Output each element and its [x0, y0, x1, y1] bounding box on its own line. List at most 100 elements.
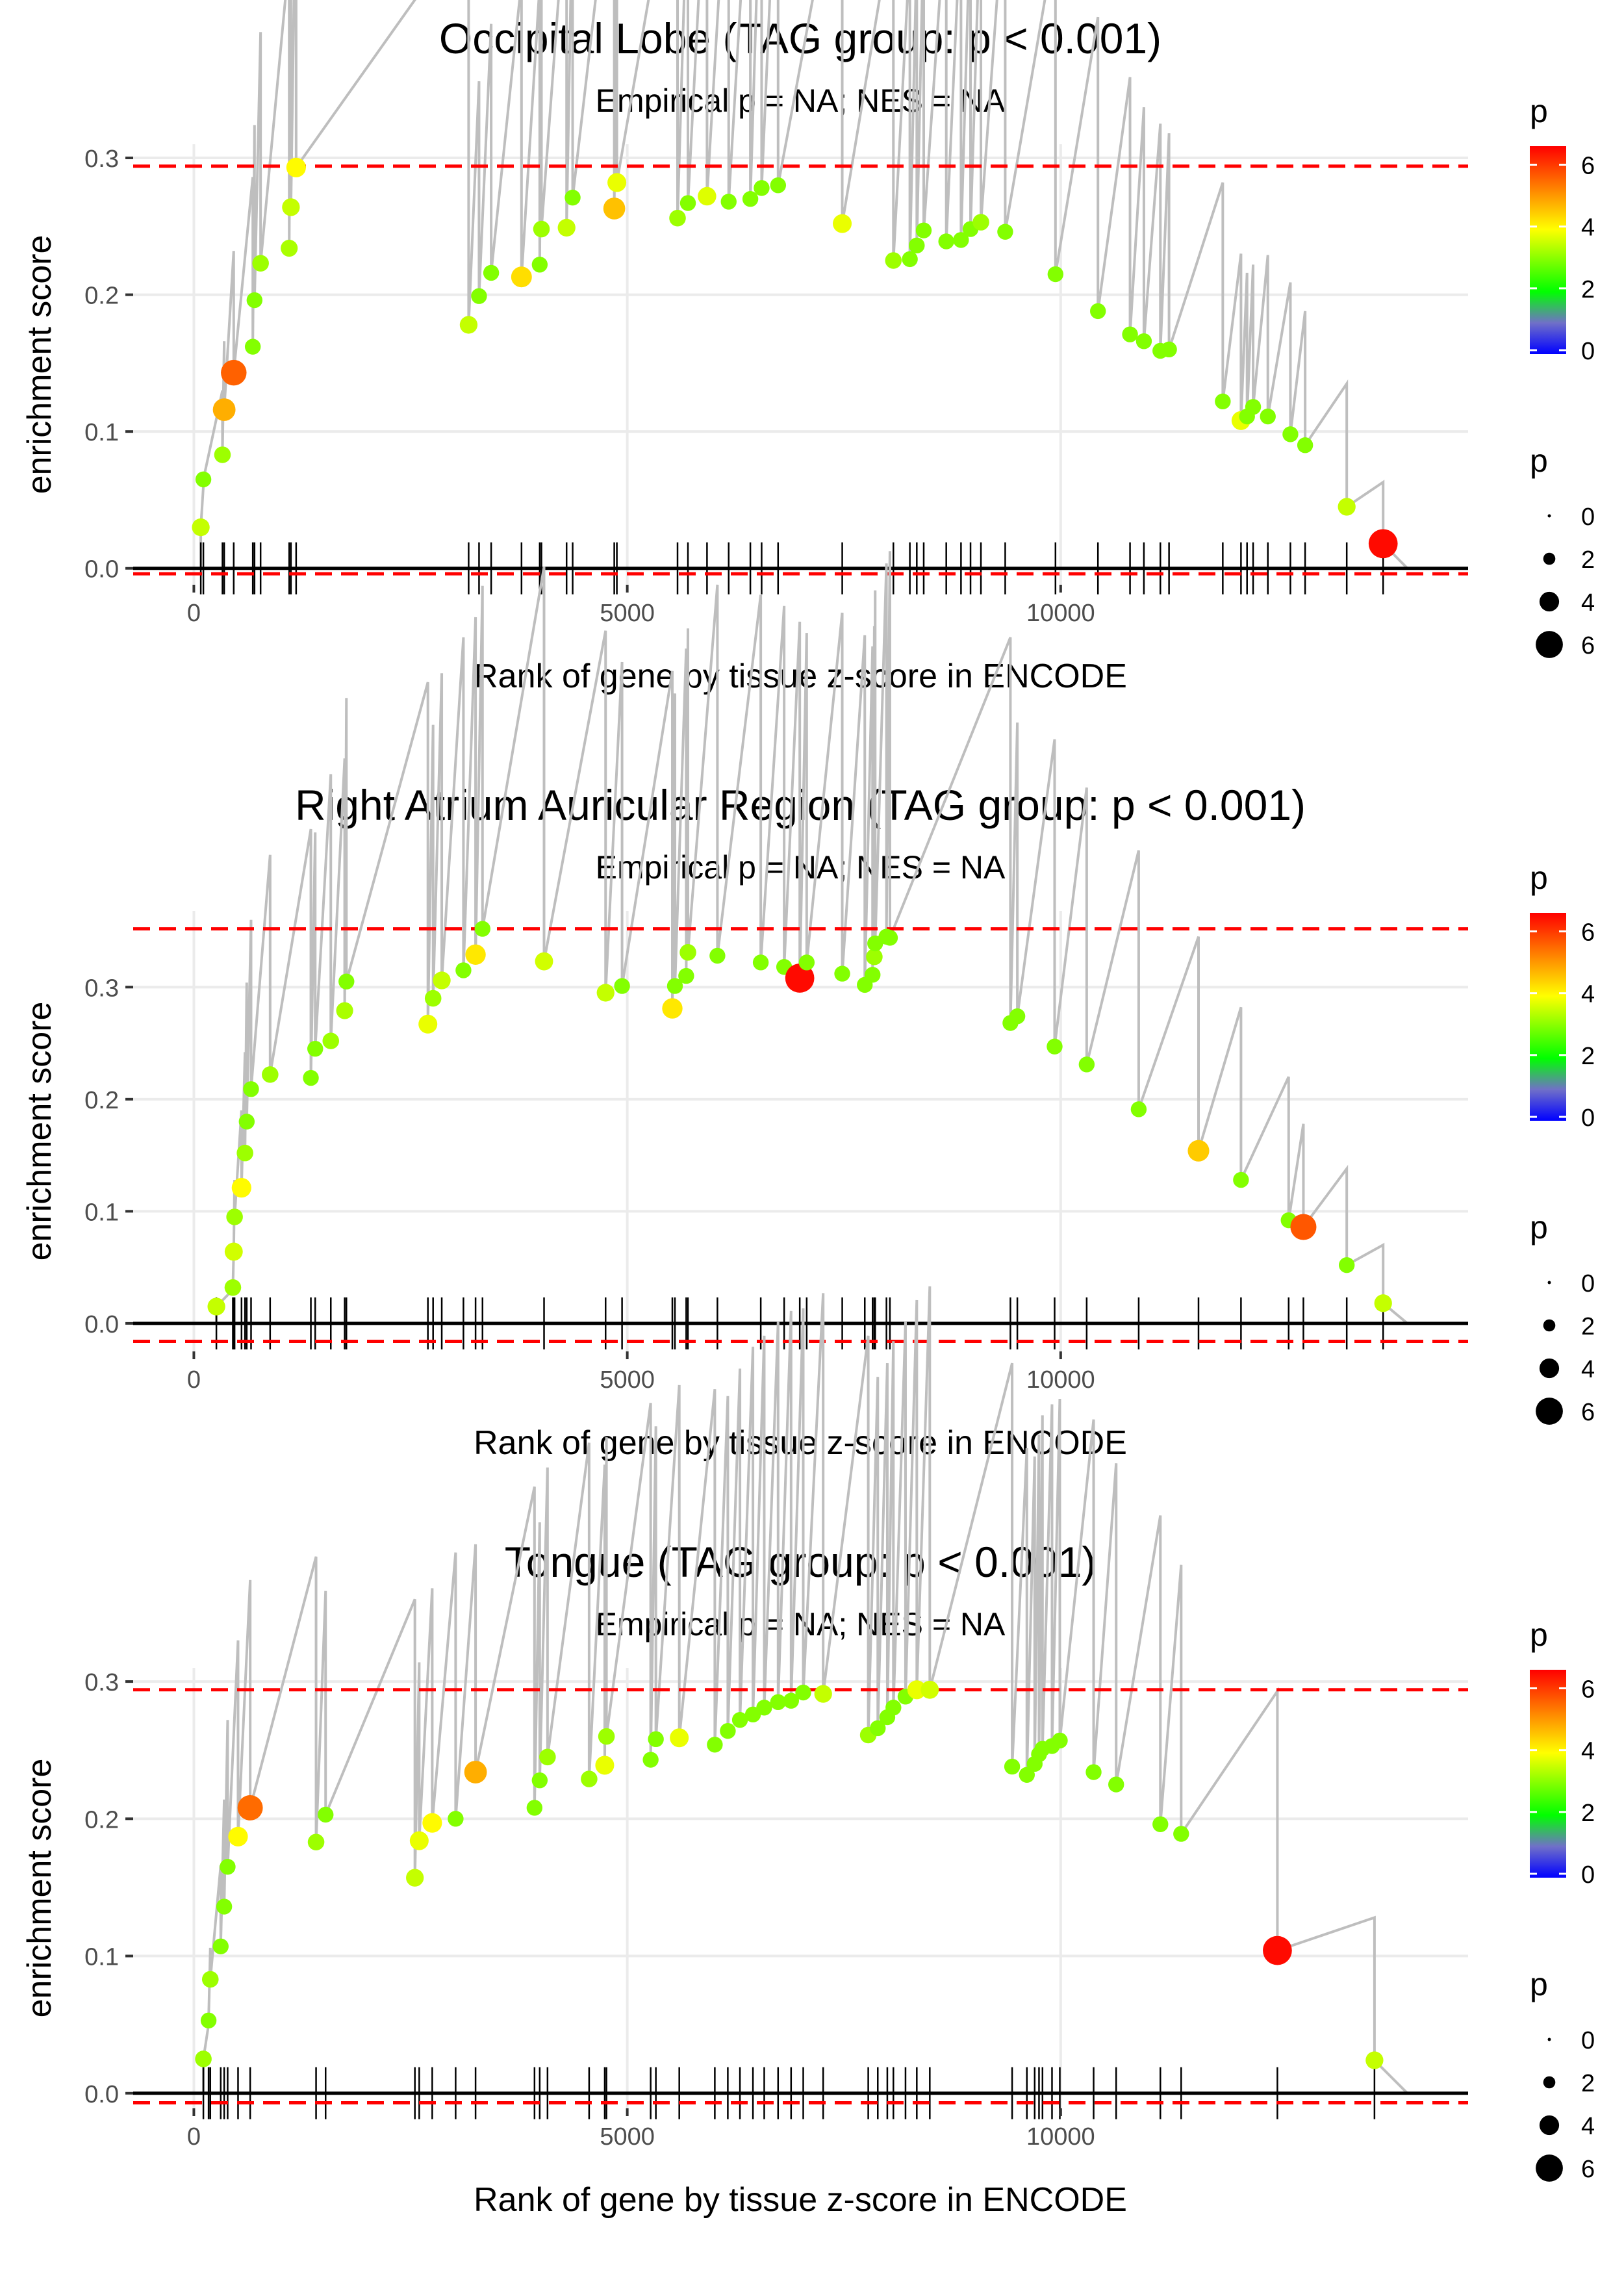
data-point	[1085, 1764, 1102, 1780]
data-point	[226, 1208, 243, 1225]
size-legend-dot	[1547, 514, 1551, 518]
data-point	[195, 2050, 212, 2067]
size-legend-dot	[1543, 552, 1556, 565]
size-legend-dot	[1539, 1358, 1560, 1379]
y-axis-label: enrichment score	[21, 1759, 58, 2018]
y-tick-label: 0.3	[84, 975, 119, 1002]
data-point	[1374, 1294, 1392, 1312]
data-point	[195, 471, 212, 488]
data-point	[885, 252, 902, 269]
data-point	[216, 1898, 233, 1915]
data-point	[207, 1297, 225, 1316]
data-point	[882, 930, 898, 946]
data-point	[752, 954, 769, 971]
data-point	[679, 195, 696, 211]
data-point	[1052, 1732, 1068, 1749]
colorbar-label: 0	[1581, 338, 1595, 365]
data-point	[322, 1032, 340, 1049]
data-point	[709, 947, 726, 964]
colorbar-label: 4	[1581, 981, 1595, 1008]
data-point	[448, 1811, 464, 1827]
data-point	[648, 1731, 664, 1748]
data-point	[907, 1680, 926, 1700]
data-point	[1019, 1767, 1035, 1783]
data-point	[972, 214, 989, 231]
data-point	[607, 173, 627, 192]
data-point	[595, 1756, 615, 1775]
data-point	[228, 1826, 248, 1846]
data-point	[833, 214, 852, 233]
data-point	[338, 973, 355, 990]
data-point	[286, 157, 306, 177]
data-point	[455, 962, 472, 978]
data-point	[603, 198, 626, 220]
colorbar-title: p	[1530, 93, 1548, 129]
data-point	[336, 1002, 353, 1019]
data-point	[252, 255, 269, 272]
data-point	[1108, 1776, 1124, 1793]
y-axis-label: enrichment score	[21, 1002, 58, 1261]
data-point	[814, 1685, 832, 1703]
colorbar-label: 0	[1581, 1861, 1595, 1889]
size-legend-label: 2	[1581, 546, 1595, 574]
data-point	[1187, 1140, 1210, 1162]
data-point	[1173, 1826, 1189, 1842]
data-point	[866, 948, 883, 965]
data-point	[237, 1795, 263, 1820]
data-point	[902, 251, 918, 268]
panel-title: Tongue (TAG group: p < 0.001)	[505, 1538, 1097, 1586]
x-tick-label: 0	[187, 2123, 201, 2151]
data-point	[483, 264, 500, 281]
data-point	[224, 1279, 242, 1296]
data-point	[1122, 326, 1138, 342]
legend: p 0 2 4 6 p 0 2 4 6	[1530, 860, 1595, 1426]
colorbar-label: 4	[1581, 214, 1595, 242]
data-point	[281, 239, 298, 257]
colorbar	[1530, 913, 1566, 1121]
data-point	[303, 1069, 319, 1086]
y-tick-label: 0.3	[84, 146, 119, 173]
panel-2: Right Atrium Auricular Region (TAG group…	[21, 551, 1595, 1462]
data-point	[1215, 393, 1231, 410]
data-point	[246, 292, 263, 309]
data-point	[785, 964, 815, 993]
data-point	[224, 1242, 243, 1261]
data-point	[666, 978, 683, 994]
data-point	[231, 1178, 251, 1198]
data-point	[614, 978, 630, 994]
data-point	[418, 1014, 438, 1034]
data-point	[642, 1752, 659, 1768]
data-point	[662, 998, 683, 1019]
panel-1: Occipital Lobe (TAG group: p < 0.001) Emp…	[21, 0, 1595, 695]
size-legend-label: 6	[1581, 2156, 1595, 2183]
size-legend-label: 0	[1581, 1270, 1595, 1297]
data-point	[262, 1066, 279, 1083]
size-legend-label: 6	[1581, 1399, 1595, 1426]
data-point	[1047, 1038, 1063, 1054]
legend: p 0 2 4 6 p 0 2 4 6	[1530, 93, 1595, 659]
y-tick-label: 0.0	[84, 2081, 119, 2108]
size-legend-label: 2	[1581, 2070, 1595, 2097]
data-point	[1078, 1056, 1095, 1073]
data-point	[433, 971, 451, 990]
size-legend-dot	[1547, 1281, 1551, 1284]
size-legend-dot	[1536, 2154, 1563, 2182]
data-point	[1161, 341, 1177, 358]
size-legend-label: 4	[1581, 2113, 1595, 2140]
data-point	[938, 233, 954, 249]
data-point	[1130, 1101, 1147, 1118]
data-point	[720, 194, 737, 210]
y-tick-label: 0.1	[84, 1944, 119, 1971]
colorbar	[1530, 1670, 1566, 1878]
data-point	[885, 1700, 902, 1716]
data-point	[539, 1748, 556, 1766]
size-legend-label: 0	[1581, 504, 1595, 531]
size-legend-title: p	[1530, 1209, 1548, 1246]
data-point	[1090, 303, 1106, 320]
data-point	[720, 1722, 736, 1739]
data-point	[795, 1684, 811, 1701]
data-point	[212, 398, 236, 421]
data-point	[535, 952, 553, 971]
data-point	[557, 218, 576, 237]
colorbar-label: 4	[1581, 1738, 1595, 1765]
